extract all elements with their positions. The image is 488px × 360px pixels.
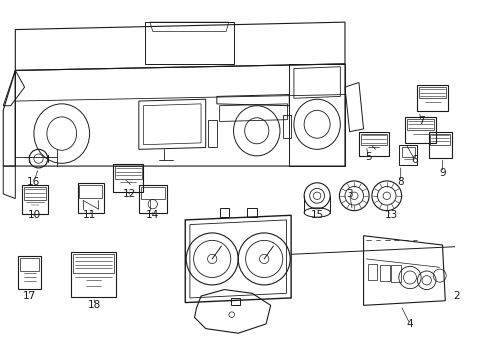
- Text: 7: 7: [417, 117, 424, 126]
- Bar: [219, 208, 228, 217]
- Bar: [115, 166, 142, 179]
- Text: 15: 15: [310, 210, 323, 220]
- Text: 3: 3: [346, 189, 352, 199]
- Bar: [73, 254, 114, 273]
- Text: 8: 8: [397, 177, 403, 187]
- Text: 13: 13: [384, 210, 397, 220]
- Text: 12: 12: [122, 189, 136, 199]
- Bar: [23, 186, 46, 199]
- Text: 16: 16: [27, 177, 41, 187]
- Text: 10: 10: [27, 210, 41, 220]
- Text: 4: 4: [406, 319, 412, 329]
- Text: 11: 11: [83, 210, 96, 220]
- Bar: [247, 208, 256, 217]
- Text: 9: 9: [438, 167, 445, 177]
- Text: 14: 14: [146, 210, 159, 220]
- Bar: [401, 148, 414, 157]
- Bar: [141, 186, 164, 199]
- Bar: [20, 258, 40, 271]
- Text: 6: 6: [410, 154, 417, 165]
- Bar: [79, 185, 102, 198]
- Bar: [380, 265, 389, 281]
- Bar: [367, 264, 377, 280]
- Text: 2: 2: [452, 291, 459, 301]
- Text: 5: 5: [364, 152, 371, 162]
- Text: 17: 17: [22, 291, 36, 301]
- Bar: [390, 265, 400, 282]
- Bar: [230, 298, 240, 305]
- Text: 18: 18: [87, 300, 101, 310]
